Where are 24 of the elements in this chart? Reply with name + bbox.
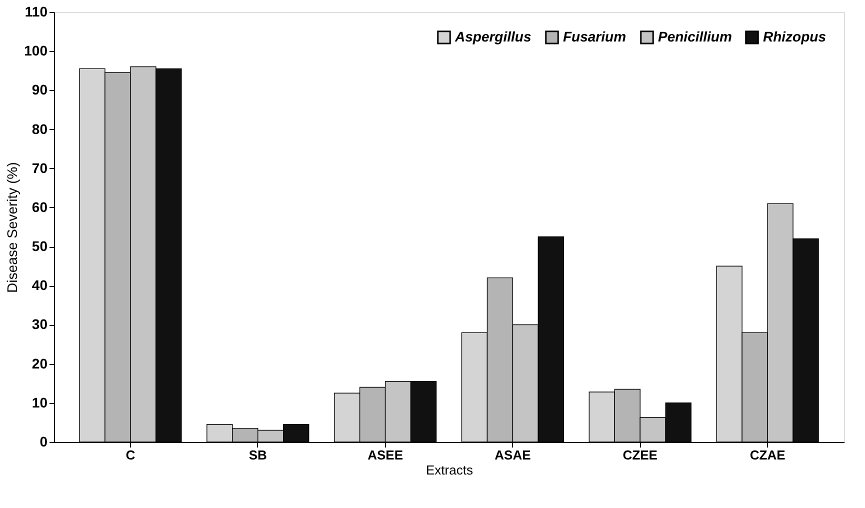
y-tick-label: 80 [32, 120, 48, 137]
x-tick-label: ASAE [494, 448, 532, 462]
legend-label: Penicillium [658, 28, 732, 44]
legend-label: Aspergillus [454, 28, 532, 44]
y-tick-label: 70 [32, 160, 48, 176]
y-tick-label: 0 [40, 434, 48, 450]
y-tick-label: 40 [32, 277, 48, 294]
y-tick-label: 100 [24, 42, 48, 59]
y-tick-label: 10 [32, 394, 48, 410]
y-tick-label: 110 [24, 4, 48, 20]
y-tick-label: 90 [32, 82, 48, 98]
x-tick-label: C [126, 448, 136, 462]
y-tick-label: 20 [32, 355, 48, 372]
x-axis-title: Extracts [426, 462, 474, 478]
x-tick-label: CZAE [750, 448, 786, 462]
y-tick-label: 50 [32, 238, 48, 254]
x-tick-label: ASEE [368, 448, 404, 462]
x-tick-label: SB [248, 448, 267, 462]
x-tick-label: CZEE [622, 448, 658, 462]
y-tick-label: 30 [32, 316, 48, 332]
y-axis-title: Disease Severity (%) [4, 162, 20, 293]
legend-label: Fusarium [563, 28, 626, 44]
legend-label: Rhizopus [763, 28, 826, 44]
y-tick-label: 60 [32, 198, 48, 215]
